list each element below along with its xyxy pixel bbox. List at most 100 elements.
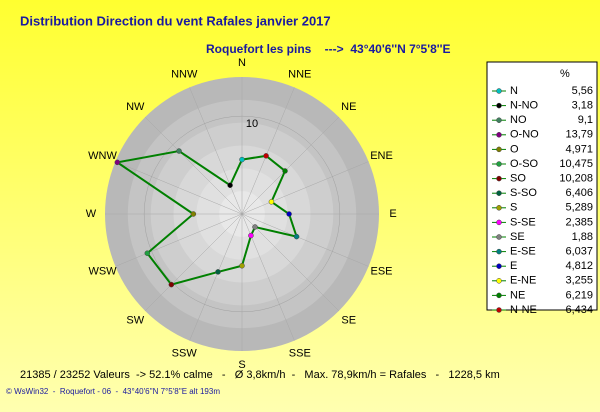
legend-name: N-NO: [510, 100, 539, 112]
marker: [215, 269, 221, 275]
marker: [268, 199, 275, 205]
legend-name: E: [510, 260, 517, 272]
legend-value: 5,289: [565, 202, 593, 214]
credit: © WsWin32 - Roquefort - 06 - 43°40'6''N …: [6, 387, 220, 396]
legend-name: E-SE: [510, 246, 536, 258]
legend-marker: [496, 132, 502, 138]
legend-marker: [496, 146, 502, 153]
spoke: [241, 213, 369, 267]
legend-value: 3,255: [565, 275, 593, 287]
grid-ring: [143, 115, 341, 313]
direction-label: W: [86, 208, 97, 220]
legend-marker: [496, 307, 502, 313]
legend-value: 6,219: [565, 289, 593, 301]
marker: [114, 159, 121, 166]
legend-marker: [496, 263, 502, 269]
legend-name: S-SE: [510, 216, 536, 228]
legend-name: O: [510, 143, 519, 155]
legend-box: [486, 61, 598, 311]
legend-marker: [496, 292, 502, 299]
legend-name: O-NO: [510, 129, 539, 141]
direction-label: NE: [341, 101, 356, 113]
marker: [282, 168, 288, 174]
r-tick-label: 10: [246, 118, 258, 130]
legend-marker: [496, 278, 502, 284]
legend-value: 3,18: [572, 100, 593, 112]
marker: [239, 156, 245, 163]
direction-label: ESE: [370, 266, 392, 278]
direction-label: ENE: [370, 150, 393, 162]
spoke: [115, 213, 243, 267]
legend-name: NE: [510, 289, 525, 301]
direction-label: SSW: [172, 347, 198, 359]
marker: [286, 211, 292, 217]
direction-label: SE: [341, 315, 356, 327]
marker: [248, 232, 254, 239]
spoke: [241, 87, 295, 215]
legend-name: S: [510, 202, 517, 214]
legend-value: 5,56: [572, 85, 593, 97]
legend-marker: [496, 219, 502, 226]
legend-name: N-NE: [510, 304, 537, 316]
chart-title: Distribution Direction du vent Rafales j…: [20, 13, 331, 28]
legend-name: N: [510, 85, 518, 97]
direction-label: SSE: [289, 347, 311, 359]
legend-name: E-NE: [510, 275, 536, 287]
legend-name: SO: [510, 173, 526, 185]
spoke: [189, 213, 243, 341]
footer: 21385 / 23252 Valeurs -> 52.1% calme - Ø…: [20, 369, 500, 381]
legend-value: 10,208: [559, 173, 593, 185]
legend-value: 1,88: [572, 231, 593, 243]
legend-value: 13,79: [565, 129, 593, 141]
spoke: [115, 161, 243, 215]
direction-label: WNW: [88, 150, 117, 162]
legend-value: 10,475: [559, 158, 593, 170]
legend-value: 6,037: [565, 246, 593, 258]
marker: [252, 224, 258, 230]
legend-name: O-SO: [510, 158, 539, 170]
legend-marker: [496, 234, 502, 240]
direction-label: S: [238, 359, 245, 371]
legend-value: 2,385: [565, 216, 593, 228]
marker: [227, 182, 233, 189]
legend-marker: [496, 205, 502, 211]
direction-label: E: [389, 208, 396, 220]
legend-name: NO: [510, 114, 527, 126]
legend-marker: [496, 175, 502, 182]
legend-marker: [496, 117, 502, 123]
legend-value: 9,1: [578, 114, 593, 126]
marker: [144, 250, 151, 256]
legend-name: SE: [510, 231, 525, 243]
legend-marker: [496, 248, 502, 255]
legend-marker: [496, 161, 502, 167]
spoke: [241, 116, 340, 215]
direction-label: SW: [126, 315, 144, 327]
marker: [263, 153, 269, 159]
spoke: [144, 213, 243, 312]
legend-marker: [496, 102, 502, 109]
direction-label: NNE: [288, 68, 311, 80]
spoke: [189, 87, 243, 215]
marker: [190, 211, 197, 217]
legend-marker: [496, 190, 502, 196]
marker: [293, 233, 300, 240]
spoke: [241, 161, 369, 215]
spoke: [144, 116, 243, 215]
marker: [176, 148, 182, 154]
chart-subtitle: Roquefort les pins ---> 43°40'6''N 7°5'8…: [206, 42, 450, 56]
direction-label: NNW: [171, 68, 198, 80]
legend-marker: [496, 88, 502, 94]
marker: [239, 263, 245, 269]
direction-label: WSW: [88, 266, 117, 278]
direction-label: NW: [126, 101, 145, 113]
marker: [168, 281, 175, 288]
legend-value: 4,971: [565, 143, 593, 155]
legend-name: S-SO: [510, 187, 537, 199]
direction-label: N: [238, 57, 246, 69]
legend-value: 6,406: [565, 187, 593, 199]
legend-value: 6,434: [565, 304, 593, 316]
legend-title: %: [560, 68, 570, 80]
legend-value: 4,812: [565, 260, 593, 272]
spoke: [241, 213, 340, 312]
